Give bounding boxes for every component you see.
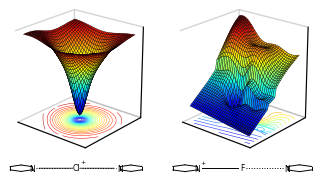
Text: F: F — [240, 164, 245, 173]
Text: N: N — [285, 165, 290, 174]
Text: Cl: Cl — [72, 164, 80, 173]
Text: +: + — [80, 160, 86, 165]
Text: N: N — [194, 165, 200, 174]
Text: N: N — [117, 165, 123, 174]
Text: N: N — [29, 165, 35, 174]
Text: +: + — [201, 161, 206, 166]
